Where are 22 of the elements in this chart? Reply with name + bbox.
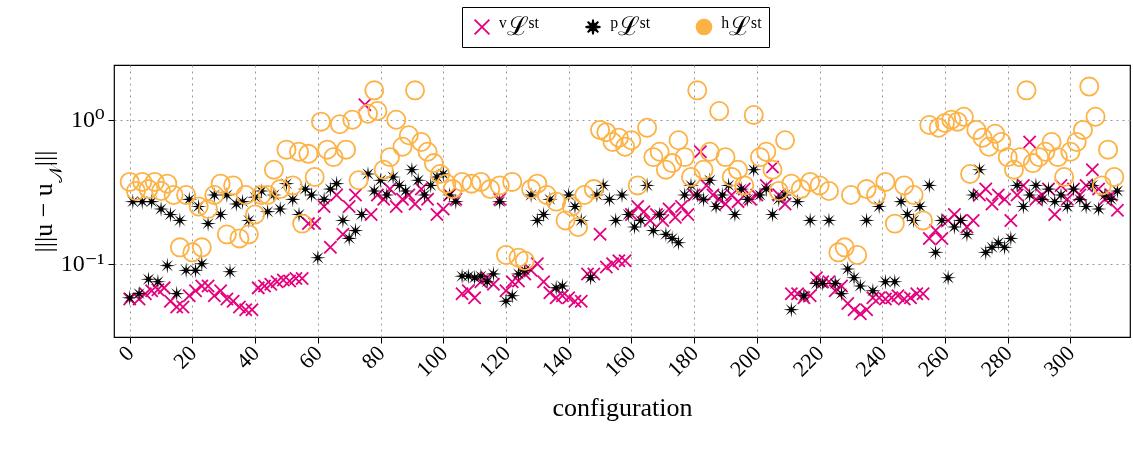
legend-label: ᵛℒˢᵗ (498, 12, 540, 41)
x-tick-label: 60 (293, 340, 327, 374)
legend-label: ᵖℒˢᵗ (610, 12, 651, 41)
legend-label: ʰℒˢᵗ (721, 12, 762, 41)
x-tick-label: 220 (787, 340, 829, 382)
x-tick-label: 160 (599, 340, 641, 382)
y-tick-label: 10⁰ (70, 106, 105, 133)
x-tick-label: 40 (230, 340, 265, 374)
x-tick-label: 280 (975, 340, 1017, 382)
x-tick-label: 0 (113, 340, 139, 366)
x-tick-label: 80 (356, 340, 390, 374)
x-tick-label: 140 (536, 340, 578, 382)
x-tick-label: 200 (724, 340, 766, 382)
x-tick-label: 260 (912, 340, 954, 382)
y-tick-label: 10⁻¹ (60, 250, 105, 277)
x-tick-label: 100 (411, 340, 453, 382)
x-axis-title: configuration (552, 392, 693, 422)
x-tick-label: 120 (473, 340, 515, 382)
x-tick-label: 300 (1038, 340, 1080, 382)
x-tick-label: 240 (850, 340, 892, 382)
x-tick-label: 180 (662, 340, 704, 382)
x-tick-label: 20 (168, 340, 202, 374)
